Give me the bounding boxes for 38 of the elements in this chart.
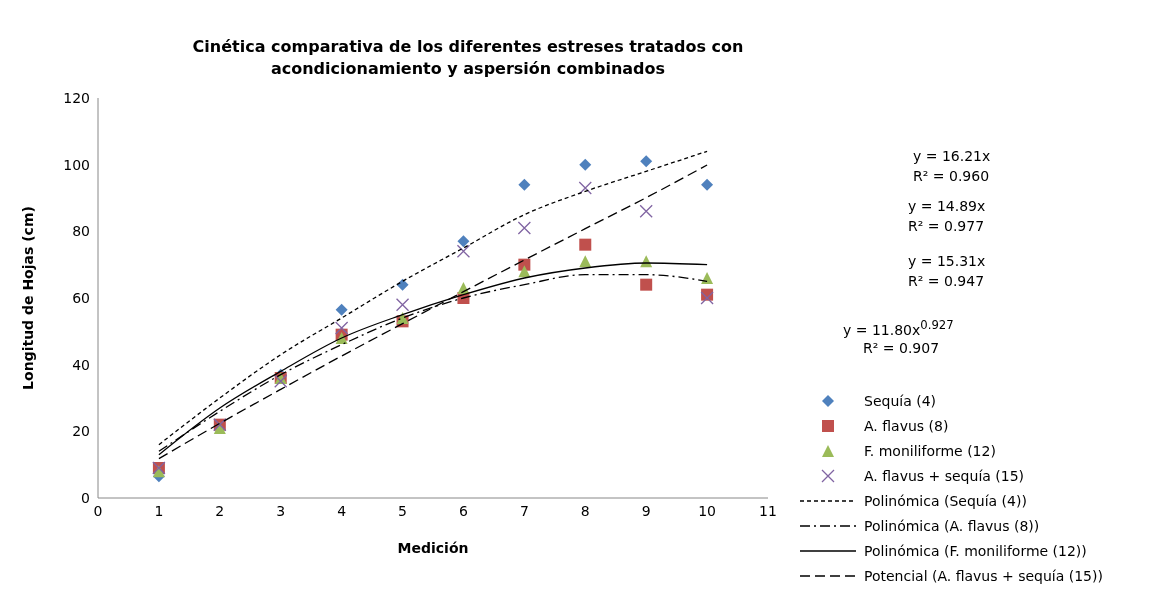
x-tick-label: 7 <box>519 502 529 519</box>
chart-title: Cinética comparativa de los diferentes estreses tratados con acondicionamiento y aspersión combinados <box>191 36 745 80</box>
legend-label: Polinómica (Sequía (4)) <box>864 492 1027 509</box>
x-tick-label: 4 <box>337 502 347 519</box>
legend-label: Sequía (4) <box>864 392 937 409</box>
x-tick-label: 10 <box>698 502 716 519</box>
y-tick-label: 60 <box>72 289 90 306</box>
y-tick-label: 80 <box>72 223 90 240</box>
legend-label: F. moniliforme (12) <box>864 442 996 459</box>
y-tick-label: 120 <box>63 89 90 106</box>
y-tick-label: 20 <box>72 423 90 440</box>
legend-label: Polinómica (A. flavus (8)) <box>864 517 1040 534</box>
x-tick-label: 3 <box>276 502 286 519</box>
legend-label: Potencial (A. flavus + sequía (15)) <box>864 567 1103 584</box>
x-tick-label: 6 <box>458 502 468 519</box>
x-tick-label: 8 <box>580 502 590 519</box>
x-tick-label: 2 <box>215 502 225 519</box>
x-tick-label: 1 <box>154 502 164 519</box>
y-axis-title: Longitud de Hojas (cm) <box>19 206 36 390</box>
text: y = 14.89x <box>908 198 986 214</box>
legend-label: Polinómica (F. moniliforme (12)) <box>864 542 1087 559</box>
text: R² = 0.977 <box>908 218 985 234</box>
x-tick-label: 0 <box>93 502 103 519</box>
x-tick-label: 5 <box>398 502 408 519</box>
text: y = 15.31x <box>908 253 986 269</box>
legend-label: A. flavus (8) <box>864 417 949 434</box>
x-tick-label: 11 <box>759 502 777 519</box>
y-tick-label: 0 <box>81 489 90 506</box>
y-tick-label: 100 <box>63 156 90 173</box>
legend-label: A. flavus + sequía (15) <box>864 467 1025 484</box>
text: y = 16.21x <box>913 148 991 164</box>
text: R² = 0.947 <box>908 273 985 289</box>
x-axis-title: Medición <box>397 540 469 556</box>
y-tick-label: 40 <box>72 356 90 373</box>
text: R² = 0.907 <box>863 340 940 356</box>
x-tick-label: 9 <box>641 502 651 519</box>
text: R² = 0.960 <box>913 168 990 184</box>
text: y = 11.80x$^{0.927}$ <box>843 318 954 338</box>
